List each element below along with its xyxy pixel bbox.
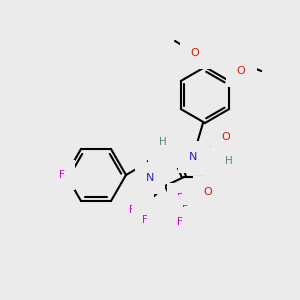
Text: O: O — [222, 132, 230, 142]
Text: N: N — [189, 152, 197, 162]
Text: F: F — [59, 170, 65, 180]
Text: F: F — [177, 217, 183, 227]
Text: O: O — [190, 48, 200, 58]
Text: F: F — [142, 215, 148, 225]
Text: O: O — [237, 66, 246, 76]
Text: F: F — [129, 205, 135, 215]
Text: H: H — [159, 137, 167, 147]
Text: O: O — [204, 187, 212, 197]
Text: N: N — [146, 173, 154, 183]
Text: F: F — [138, 195, 144, 205]
Text: F: F — [177, 193, 183, 203]
Text: H: H — [225, 156, 233, 166]
Text: N: N — [159, 147, 167, 157]
Text: F: F — [182, 205, 188, 215]
Text: N: N — [216, 158, 224, 168]
